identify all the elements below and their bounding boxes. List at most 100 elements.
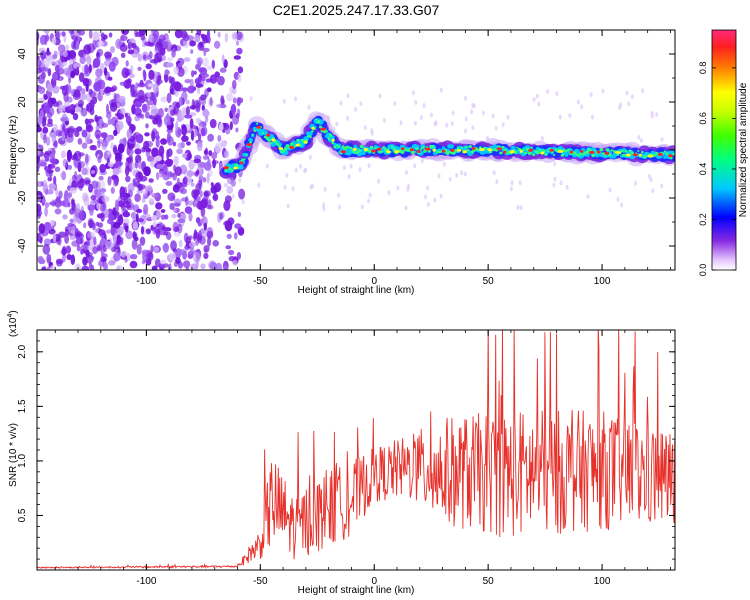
noise-blob xyxy=(81,88,86,95)
noise-blob xyxy=(94,114,98,122)
faint-blob xyxy=(608,187,612,193)
noise-blob xyxy=(47,83,53,93)
signal-blob xyxy=(616,153,620,156)
noise-blob xyxy=(217,31,221,38)
noise-blob xyxy=(188,159,195,170)
noise-blob xyxy=(104,51,112,59)
signal-blob xyxy=(327,137,331,140)
noise-blob xyxy=(197,161,206,168)
noise-blob xyxy=(145,213,151,219)
noise-blob xyxy=(50,158,57,164)
faint-blob xyxy=(249,96,253,102)
faint-blob xyxy=(294,96,298,102)
signal-peak xyxy=(540,151,545,155)
faint-blob xyxy=(516,204,520,210)
noise-blob xyxy=(78,72,85,83)
noise-blob xyxy=(103,262,108,270)
signal-peak xyxy=(311,126,315,130)
noise-blob xyxy=(51,37,57,45)
x-tick-label: -50 xyxy=(253,276,268,287)
signal-peak xyxy=(519,150,523,153)
y-tick-label: 0 xyxy=(17,147,28,153)
noise-blob xyxy=(83,222,87,229)
noise-blob xyxy=(50,97,57,105)
noise-blob xyxy=(195,217,201,224)
signal-blob xyxy=(454,149,458,152)
faint-blob xyxy=(481,110,485,116)
noise-blob xyxy=(193,158,201,164)
noise-blob xyxy=(232,79,237,90)
signal-blob xyxy=(348,146,351,149)
noise-blob xyxy=(199,190,203,198)
noise-blob xyxy=(185,99,190,105)
noise-blob xyxy=(170,240,177,252)
noise-blob xyxy=(162,263,170,268)
signal-blob xyxy=(581,153,585,156)
noise-blob xyxy=(97,40,105,47)
noise-blob xyxy=(140,113,145,120)
signal-peak xyxy=(371,149,376,153)
noise-blob xyxy=(63,50,68,58)
noise-blob xyxy=(48,228,56,235)
noise-blob xyxy=(86,118,95,123)
noise-blob xyxy=(144,41,153,47)
noise-blob xyxy=(170,76,175,87)
noise-blob xyxy=(177,67,185,77)
signal-blob xyxy=(261,132,265,135)
noise-blob xyxy=(211,160,219,165)
noise-blob xyxy=(72,154,77,160)
signal-blob xyxy=(477,148,480,152)
noise-blob xyxy=(92,62,97,69)
noise-blob xyxy=(193,70,197,75)
signal-peak xyxy=(668,154,673,158)
signal-blob xyxy=(307,131,313,137)
noise-blob xyxy=(61,247,67,256)
noise-blob xyxy=(187,85,195,94)
y-tick-label: 40 xyxy=(17,48,28,60)
noise-blob xyxy=(81,142,88,149)
signal-peak xyxy=(496,147,502,151)
noise-blob xyxy=(95,221,100,227)
faint-blob xyxy=(346,93,350,99)
noise-blob xyxy=(148,178,154,183)
noise-blob xyxy=(119,191,127,201)
noise-blob xyxy=(58,231,66,238)
signal-blob xyxy=(345,145,349,149)
noise-blob xyxy=(115,160,123,167)
noise-blob xyxy=(200,94,207,101)
noise-blob xyxy=(237,226,245,236)
noise-blob xyxy=(46,56,53,61)
faint-blob xyxy=(450,121,454,127)
faint-blob xyxy=(463,171,467,177)
noise-blob xyxy=(49,170,53,178)
signal-blob xyxy=(337,145,341,149)
faint-blob xyxy=(506,114,510,120)
noise-blob xyxy=(115,239,124,246)
noise-blob xyxy=(117,95,126,103)
signal-blob xyxy=(335,144,338,147)
noise-blob xyxy=(43,134,47,144)
noise-blob xyxy=(47,118,53,125)
noise-blob xyxy=(72,127,79,133)
noise-blob xyxy=(58,190,63,199)
faint-blob xyxy=(414,99,418,105)
noise-blob xyxy=(37,59,42,67)
noise-blob xyxy=(175,121,179,132)
multiplier-exponent: 4 xyxy=(7,314,14,318)
faint-blob xyxy=(445,122,449,128)
noise-blob xyxy=(67,222,75,227)
noise-blob xyxy=(130,212,137,219)
noise-blob xyxy=(167,39,172,47)
noise-blob xyxy=(166,170,173,179)
faint-blob xyxy=(464,116,468,122)
noise-blob xyxy=(51,199,56,207)
noise-blob xyxy=(137,160,142,170)
noise-blob xyxy=(74,263,82,270)
noise-blob xyxy=(52,53,58,60)
signal-peak xyxy=(487,148,493,152)
faint-blob xyxy=(359,101,363,107)
noise-blob xyxy=(178,239,183,248)
noise-blob xyxy=(162,164,168,175)
noise-blob xyxy=(53,175,57,186)
signal-blob xyxy=(604,154,607,157)
